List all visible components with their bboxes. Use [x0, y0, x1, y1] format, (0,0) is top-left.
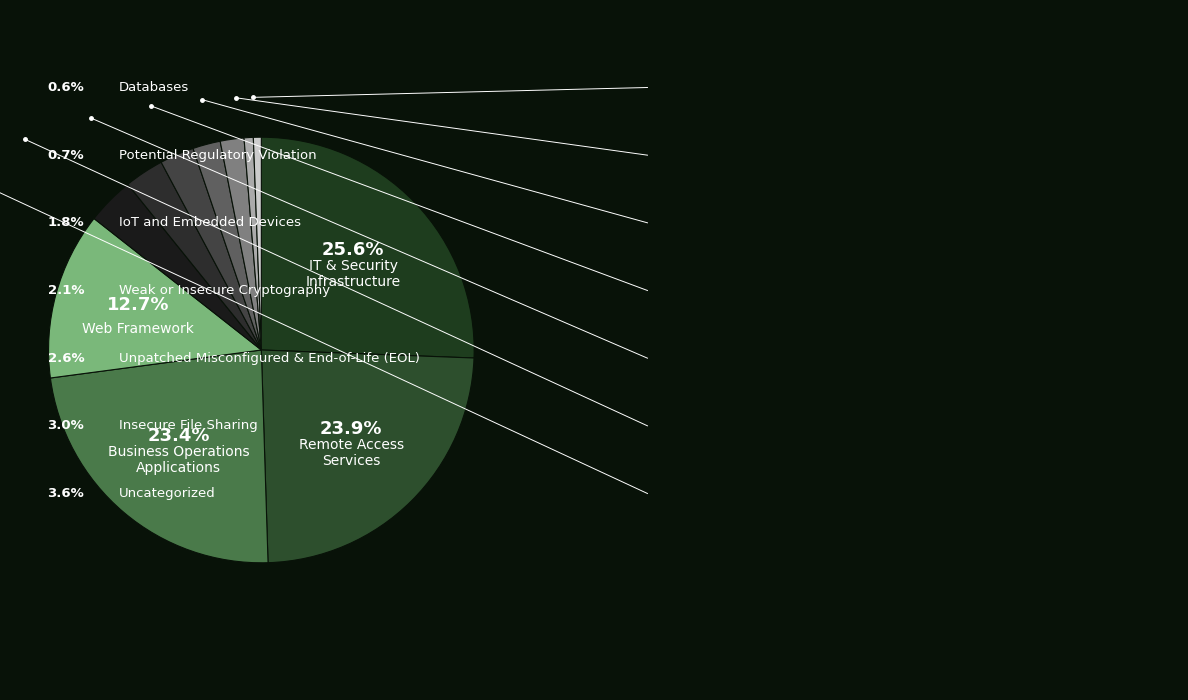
Text: Weak or Insecure Cryptography: Weak or Insecure Cryptography [119, 284, 330, 297]
Wedge shape [253, 137, 261, 350]
Text: Databases: Databases [119, 81, 189, 94]
Text: 25.6%: 25.6% [322, 241, 385, 259]
Text: Insecure File Sharing: Insecure File Sharing [119, 419, 258, 433]
Text: 23.4%: 23.4% [147, 426, 210, 444]
Wedge shape [128, 162, 261, 350]
Text: 0.6%: 0.6% [48, 81, 84, 94]
Text: 23.9%: 23.9% [320, 420, 383, 438]
Text: IT & Security
Infrastructure: IT & Security Infrastructure [305, 259, 400, 289]
Text: 3.0%: 3.0% [48, 419, 84, 433]
Text: Potential Regulatory Violation: Potential Regulatory Violation [119, 148, 316, 162]
Text: Web Framework: Web Framework [82, 322, 194, 336]
Text: Unpatched Misconfigured & End-of-Life (EOL): Unpatched Misconfigured & End-of-Life (E… [119, 351, 419, 365]
Wedge shape [50, 350, 268, 563]
Wedge shape [261, 137, 474, 358]
Wedge shape [162, 148, 261, 350]
Text: 3.6%: 3.6% [48, 487, 84, 500]
Text: 1.8%: 1.8% [48, 216, 84, 230]
Text: 2.6%: 2.6% [48, 351, 84, 365]
Wedge shape [94, 184, 261, 350]
Text: 0.7%: 0.7% [48, 148, 84, 162]
Text: Business Operations
Applications: Business Operations Applications [108, 445, 249, 475]
Wedge shape [220, 138, 261, 350]
Wedge shape [261, 350, 474, 563]
Text: 12.7%: 12.7% [107, 295, 170, 314]
Wedge shape [194, 141, 261, 350]
Text: 2.1%: 2.1% [48, 284, 84, 297]
Wedge shape [244, 137, 261, 350]
Text: Remote Access
Services: Remote Access Services [299, 438, 404, 468]
Wedge shape [49, 218, 261, 378]
Text: Uncategorized: Uncategorized [119, 487, 215, 500]
Text: IoT and Embedded Devices: IoT and Embedded Devices [119, 216, 301, 230]
